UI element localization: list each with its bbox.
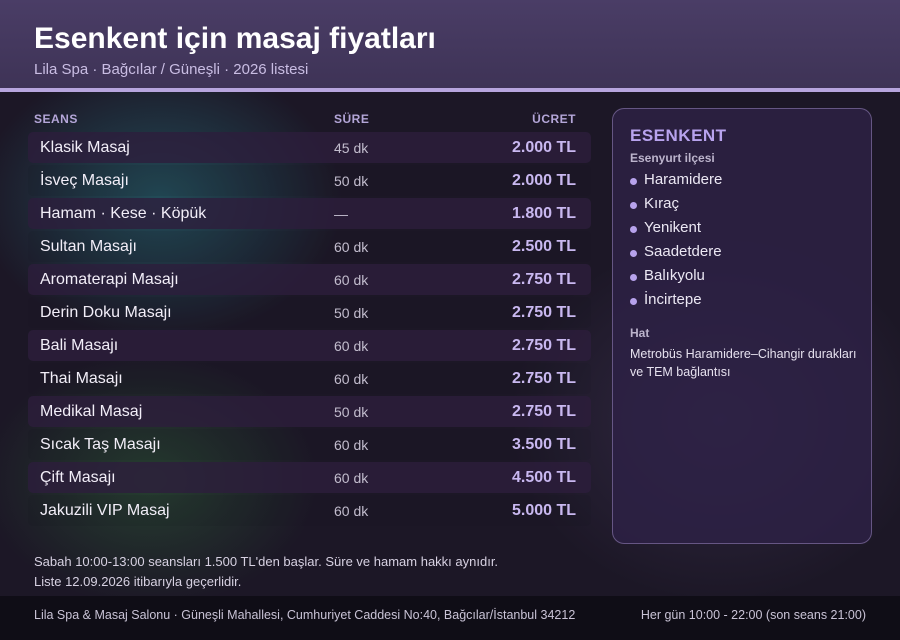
page-subtitle: Lila Spa · Bağcılar / Güneşli · 2026 lis… — [34, 61, 309, 78]
service-duration: 60 dk — [334, 470, 369, 486]
service-price: 2.750 TL — [511, 403, 576, 420]
neighborhood-label: Saadetdere — [644, 243, 722, 260]
footer-address: Lila Spa & Masaj Salonu · Güneşli Mahall… — [34, 608, 576, 622]
service-price: 2.000 TL — [511, 172, 576, 189]
column-header-seans: SEANS — [34, 112, 78, 126]
service-name: Sıcak Taş Masajı — [40, 436, 161, 453]
footer-hours: Her gün 10:00 - 22:00 (son seans 21:00) — [640, 608, 866, 622]
service-price: 3.500 TL — [511, 436, 576, 453]
header-divider — [0, 88, 900, 92]
table-row: Sultan Masajı 60 dk 2.500 TL — [28, 231, 591, 262]
service-name: Hamam · Kese · Köpük — [40, 205, 207, 222]
service-name: Aromaterapi Masajı — [40, 271, 179, 288]
column-header-sure: SÜRE — [334, 112, 370, 126]
service-price: 1.800 TL — [511, 205, 576, 222]
service-price: 2.750 TL — [511, 271, 576, 288]
district-panel: ESENKENT Esenyurt ilçesi Haramidere Kıraç… — [612, 108, 872, 544]
bullet-icon — [630, 226, 637, 233]
service-price: 2.750 TL — [511, 370, 576, 387]
service-name: İsveç Masajı — [40, 172, 129, 189]
column-header-ucret: ÜCRET — [532, 112, 576, 126]
service-duration: 60 dk — [334, 272, 369, 288]
panel-title: ESENKENT — [630, 126, 727, 145]
service-name: Bali Masajı — [40, 337, 119, 354]
table-row: İsveç Masajı 50 dk 2.000 TL — [28, 165, 591, 196]
service-price: 2.750 TL — [511, 337, 576, 354]
bullet-icon — [630, 178, 637, 185]
panel-subtitle: Esenyurt ilçesi — [630, 151, 715, 165]
service-name: Thai Masajı — [40, 370, 123, 387]
service-name: Çift Masajı — [40, 469, 116, 486]
neighborhood-label: Yenikent — [644, 219, 701, 236]
service-name: Jakuzili VIP Masaj — [40, 502, 170, 519]
service-duration: 60 dk — [334, 371, 369, 387]
service-price: 4.500 TL — [511, 469, 576, 486]
service-duration: 50 dk — [334, 173, 369, 189]
pricing-note: Sabah 10:00-13:00 seansları 1.500 TL'den… — [34, 552, 498, 592]
bullet-icon — [630, 274, 637, 281]
table-row: Klasik Masaj 45 dk 2.000 TL — [28, 132, 591, 163]
note-line-1: Sabah 10:00-13:00 seansları 1.500 TL'den… — [34, 554, 499, 569]
table-row: Medikal Masaj 50 dk 2.750 TL — [28, 396, 591, 427]
table-row: Thai Masajı 60 dk 2.750 TL — [28, 363, 591, 394]
service-name: Medikal Masaj — [40, 403, 143, 420]
table-row: Bali Masajı 60 dk 2.750 TL — [28, 330, 591, 361]
bullet-icon — [630, 250, 637, 257]
table-body: Klasik Masaj 45 dk 2.000 TL İsveç Masajı 50 … — [28, 132, 591, 528]
service-name: Klasik Masaj — [40, 139, 130, 156]
service-price: 5.000 TL — [511, 502, 576, 519]
service-name: Sultan Masajı — [40, 238, 137, 255]
neighborhood-label: İncirtepe — [644, 291, 702, 308]
table-row: Derin Doku Masajı 50 dk 2.750 TL — [28, 297, 591, 328]
neighborhood-label: Balıkyolu — [644, 267, 705, 284]
table-row: Hamam · Kese · Köpük — 1.800 TL — [28, 198, 591, 229]
service-price: 2.500 TL — [511, 238, 576, 255]
service-duration: 45 dk — [334, 140, 369, 156]
table-row: Çift Masajı 60 dk 4.500 TL — [28, 462, 591, 493]
bullet-icon — [630, 298, 637, 305]
note-line-2: Liste 12.09.2026 itibarıyla geçerlidir. — [34, 574, 242, 589]
service-duration: 60 dk — [334, 437, 369, 453]
service-duration: 50 dk — [334, 305, 369, 321]
neighborhood-label: Kıraç — [644, 195, 680, 212]
table-row: Aromaterapi Masajı 60 dk 2.750 TL — [28, 264, 591, 295]
page-header: Esenkent için masaj fiyatları Lila Spa ·… — [0, 0, 900, 88]
transit-title: Hat — [630, 326, 650, 340]
service-duration: 60 dk — [334, 503, 369, 519]
footer: Lila Spa & Masaj Salonu · Güneşli Mahall… — [0, 596, 900, 640]
service-duration: 60 dk — [334, 338, 369, 354]
table-row: Jakuzili VIP Masaj 60 dk 5.000 TL — [28, 495, 591, 526]
bullet-icon — [630, 202, 637, 209]
service-duration: 60 dk — [334, 239, 369, 255]
transit-text: Metrobüs Haramidere–Cihangir durakları v… — [630, 347, 857, 379]
service-price: 2.000 TL — [511, 139, 576, 156]
table-row: Sıcak Taş Masajı 60 dk 3.500 TL — [28, 429, 591, 460]
service-price: 2.750 TL — [511, 304, 576, 321]
service-duration: — — [334, 206, 348, 222]
service-name: Derin Doku Masajı — [40, 304, 172, 321]
page-title: Esenkent için masaj fiyatları — [34, 22, 436, 55]
service-duration: 50 dk — [334, 404, 369, 420]
neighborhood-label: Haramidere — [644, 171, 723, 188]
